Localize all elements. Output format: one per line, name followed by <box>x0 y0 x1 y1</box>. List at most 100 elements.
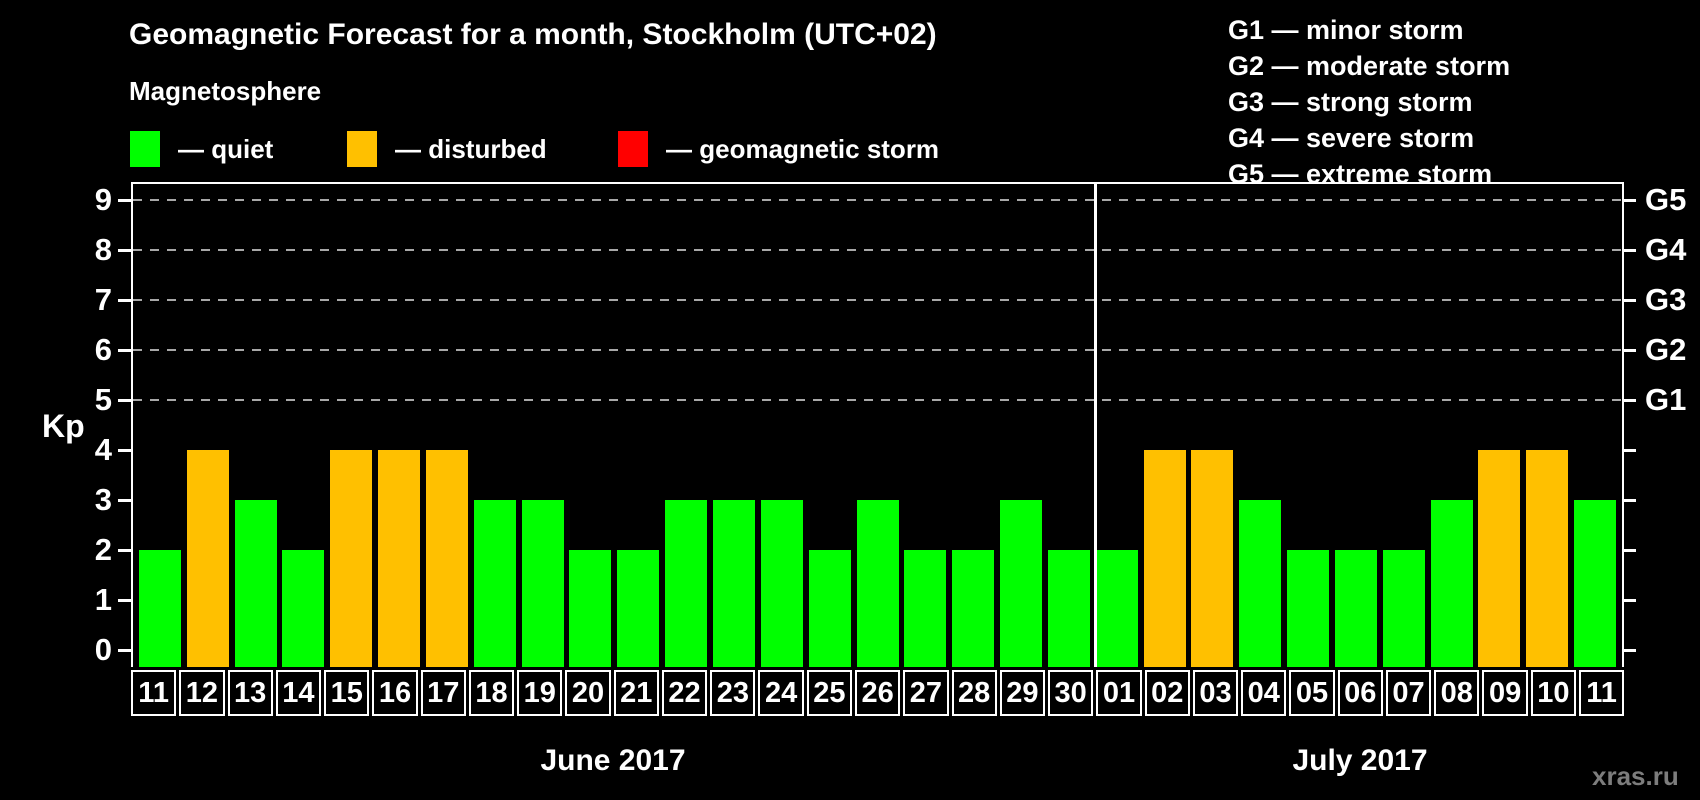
watermark: xras.ru <box>1592 761 1679 791</box>
gridline-kp8 <box>133 249 1622 251</box>
kp-bar-day-15 <box>330 450 373 667</box>
legend-label-storm: — geomagnetic storm <box>666 133 940 164</box>
right-axis-label-g3: G3 <box>1645 282 1687 317</box>
day-label-09: 09 <box>1482 670 1528 716</box>
kp-bar-day-22 <box>665 500 708 667</box>
left-tick-kp9 <box>118 199 131 202</box>
day-label-25: 25 <box>806 670 852 716</box>
kp-bar-day-11 <box>138 550 181 667</box>
g2-legend-line: G2 — moderate storm <box>1228 51 1511 81</box>
day-label-10: 10 <box>1530 670 1576 716</box>
kp-bar-day-09 <box>1478 450 1521 667</box>
storm-color-swatch <box>618 131 648 167</box>
quiet-color-swatch <box>130 131 160 167</box>
day-label-27: 27 <box>903 670 949 716</box>
kp-bar-day-10 <box>1526 450 1569 667</box>
right-tick-kp0 <box>1624 649 1636 652</box>
month-label-july: July 2017 <box>1292 744 1428 777</box>
magnetosphere-subtitle: Magnetosphere <box>129 76 322 106</box>
day-label-04: 04 <box>1241 670 1287 716</box>
g1-legend-line: G1 — minor storm <box>1228 15 1464 45</box>
right-tick-kp8 <box>1624 249 1636 252</box>
day-label-03: 03 <box>1192 670 1239 716</box>
kp-bar-day-26 <box>856 500 899 667</box>
day-label-19: 19 <box>517 670 563 716</box>
kp-bar-day-16 <box>378 450 421 667</box>
month-label-june: June 2017 <box>540 744 686 777</box>
kp-bar-day-17 <box>425 450 468 667</box>
left-tick-kp0 <box>118 649 131 652</box>
kp-bar-day-23 <box>712 500 755 667</box>
disturbed-color-swatch <box>347 131 377 167</box>
gridline-kp7 <box>133 299 1622 301</box>
day-label-14: 14 <box>275 670 322 716</box>
kp-bar-day-06 <box>1334 550 1377 667</box>
y-tick-label-1: 1 <box>94 582 112 617</box>
month-separator-line <box>1094 184 1097 667</box>
day-label-17: 17 <box>420 670 466 716</box>
day-label-08: 08 <box>1434 670 1480 716</box>
day-label-06: 06 <box>1337 670 1383 716</box>
kp-bar-day-04 <box>1239 500 1282 667</box>
day-label-21: 21 <box>613 670 659 716</box>
kp-bar-day-20 <box>569 550 612 667</box>
kp-bar-day-25 <box>808 550 851 667</box>
kp-bar-day-08 <box>1430 500 1473 667</box>
kp-bar-day-12 <box>186 450 229 667</box>
right-axis-label-g2: G2 <box>1645 332 1687 367</box>
day-label-16: 16 <box>372 670 418 716</box>
y-tick-label-4: 4 <box>94 432 112 467</box>
left-tick-kp8 <box>118 249 131 252</box>
day-label-15: 15 <box>324 670 370 716</box>
bars-container <box>133 184 1622 667</box>
y-tick-label-6: 6 <box>94 332 112 367</box>
right-tick-kp7 <box>1624 299 1636 302</box>
day-label-23: 23 <box>710 670 756 716</box>
day-axis-row: 11 12 13 14 15 16 17 18 19 20 21 22 23 24 25 26 27 28 29 30… <box>131 670 1625 716</box>
legend-label-disturbed: — disturbed <box>395 133 547 164</box>
left-tick-kp1 <box>118 599 131 602</box>
right-tick-kp1 <box>1624 599 1636 602</box>
kp-bar-day-19 <box>521 500 564 667</box>
kp-bar-day-24 <box>760 500 803 667</box>
y-tick-label-3: 3 <box>94 482 112 517</box>
kp-bar-day-07 <box>1382 550 1425 667</box>
day-label-05: 05 <box>1289 670 1335 716</box>
day-label-29: 29 <box>999 670 1046 716</box>
day-label-01: 01 <box>1096 670 1142 716</box>
y-tick-label-2: 2 <box>94 532 112 567</box>
y-tick-label-7: 7 <box>94 282 112 317</box>
kp-bar-day-03 <box>1191 450 1234 667</box>
left-tick-kp3 <box>118 499 131 502</box>
left-tick-kp7 <box>118 299 131 302</box>
right-axis-label-g4: G4 <box>1645 232 1687 267</box>
kp-bar-day-30 <box>1047 550 1090 667</box>
kp-bar-day-11 <box>1574 500 1617 667</box>
day-label-26: 26 <box>854 670 901 716</box>
left-tick-kp5 <box>118 399 131 402</box>
gridline-kp9 <box>133 199 1622 201</box>
right-tick-kp9 <box>1624 199 1636 202</box>
plot-area <box>131 182 1624 667</box>
right-tick-kp3 <box>1624 499 1636 502</box>
left-tick-kp4 <box>118 449 131 452</box>
right-axis-label-g1: G1 <box>1645 382 1687 417</box>
day-label-24: 24 <box>758 670 804 716</box>
kp-bar-day-02 <box>1143 450 1186 667</box>
kp-bar-day-29 <box>1000 500 1043 667</box>
day-label-28: 28 <box>951 670 997 716</box>
legend-item-storm: — geomagnetic storm <box>618 130 939 168</box>
legend-item-disturbed: — disturbed <box>347 130 547 168</box>
kp-bar-day-21 <box>617 550 660 667</box>
day-label-07: 07 <box>1385 670 1432 716</box>
left-tick-kp6 <box>118 349 131 352</box>
y-tick-label-5: 5 <box>94 382 112 417</box>
page-title: Geomagnetic Forecast for a month, Stockh… <box>129 18 937 51</box>
day-label-18: 18 <box>468 670 515 716</box>
gridline-kp6 <box>133 349 1622 351</box>
kp-bar-day-27 <box>904 550 947 667</box>
day-label-20: 20 <box>565 670 611 716</box>
kp-bar-day-14 <box>282 550 325 667</box>
y-tick-label-8: 8 <box>94 232 112 267</box>
